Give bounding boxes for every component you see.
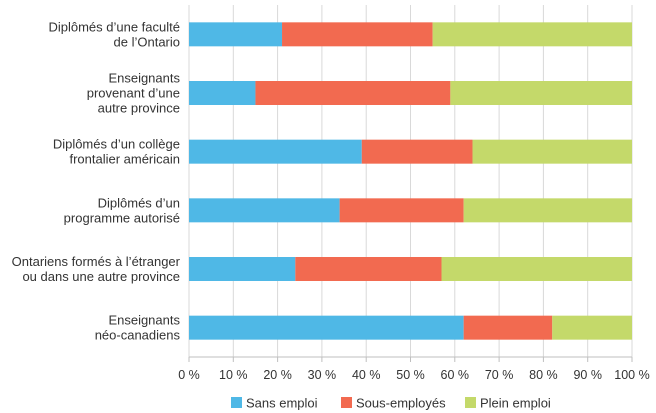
x-tick-label: 40 % (352, 368, 381, 382)
bar-segment-sous-employ-s (361, 139, 473, 164)
legend-label: Sous-employés (356, 396, 446, 411)
bar-segment-sous-employ-s (295, 257, 442, 281)
x-tick-label: 60 % (441, 368, 470, 382)
category-label: Diplômés d’un programme autorisé (64, 195, 180, 225)
x-tick-label: 10 % (219, 368, 248, 382)
legend-label: Plein emploi (480, 396, 551, 411)
x-tick-label: 80 % (529, 368, 558, 382)
category-label-line: programme autorisé (64, 210, 180, 225)
legend: Sans emploi Sous-employés Plein emploi (231, 396, 551, 411)
category-label-line: Ontariens formés à l’étranger (12, 254, 181, 269)
x-tick-label: 0 % (178, 368, 200, 382)
category-label-line: Diplômés d’un collège (53, 137, 180, 152)
bar-segment-sous-employ-s (463, 315, 553, 340)
category-label-line: provenant d’une (87, 86, 180, 101)
bar-segment-sans-emploi (189, 198, 340, 223)
category-label-line: Diplômés d’un (98, 195, 180, 210)
category-label: Enseignants néo-canadiens (95, 313, 181, 343)
bar-segment-sans-emploi (189, 315, 464, 340)
bar-segment-plein-emploi (450, 81, 632, 105)
category-label-line: Enseignants (108, 71, 180, 86)
category-label: Enseignants provenant d’une autre province (87, 71, 181, 116)
bar-segment-sous-employ-s (255, 81, 451, 105)
bar-segment-plein-emploi (552, 315, 632, 340)
legend-swatch (465, 397, 476, 408)
category-label: Ontariens formés à l’étranger ou dans une… (12, 254, 181, 284)
bars (189, 22, 632, 340)
x-tick-label: 20 % (263, 368, 292, 382)
x-tick-label: 90 % (573, 368, 602, 382)
category-label: Diplômés d’une faculté de l’Ontario (48, 19, 180, 49)
bar-segment-sans-emploi (189, 257, 296, 281)
bar-segment-sans-emploi (189, 22, 283, 47)
category-label-line: Diplômés d’une faculté (48, 19, 180, 34)
bar-segment-sous-employ-s (339, 198, 464, 223)
grid-lines (188, 5, 633, 362)
bar-segment-sans-emploi (189, 139, 362, 164)
category-label-line: ou dans une autre province (22, 269, 180, 284)
x-tick-label: 30 % (308, 368, 337, 382)
category-label-line: de l’Ontario (114, 34, 180, 49)
x-tick-label: 100 % (614, 368, 649, 382)
bar-segment-sans-emploi (189, 81, 256, 105)
x-tick-label: 50 % (396, 368, 425, 382)
bar-segment-plein-emploi (472, 139, 632, 164)
bar-segment-sous-employ-s (282, 22, 433, 47)
legend-swatch (341, 397, 352, 408)
bar-segment-plein-emploi (432, 22, 632, 47)
bar-segment-plein-emploi (463, 198, 632, 223)
legend-label: Sans emploi (246, 396, 318, 411)
category-label-line: néo-canadiens (95, 328, 181, 343)
category-label-line: Enseignants (108, 313, 180, 328)
x-axis-ticks: 0 % 10 % 20 % 30 % 40 % 50 % 60 % 70 % 80 % 90 % 1… (178, 368, 650, 382)
category-label-line: frontalier américain (69, 152, 180, 167)
bar-segment-plein-emploi (441, 257, 632, 281)
category-label-line: autre province (98, 101, 180, 116)
legend-swatch (231, 397, 242, 408)
category-labels: Diplômés d’une faculté de l’Ontario Enseig… (12, 19, 181, 342)
x-tick-label: 70 % (485, 368, 514, 382)
category-label: Diplômés d’un collège frontalier américai… (53, 137, 180, 167)
